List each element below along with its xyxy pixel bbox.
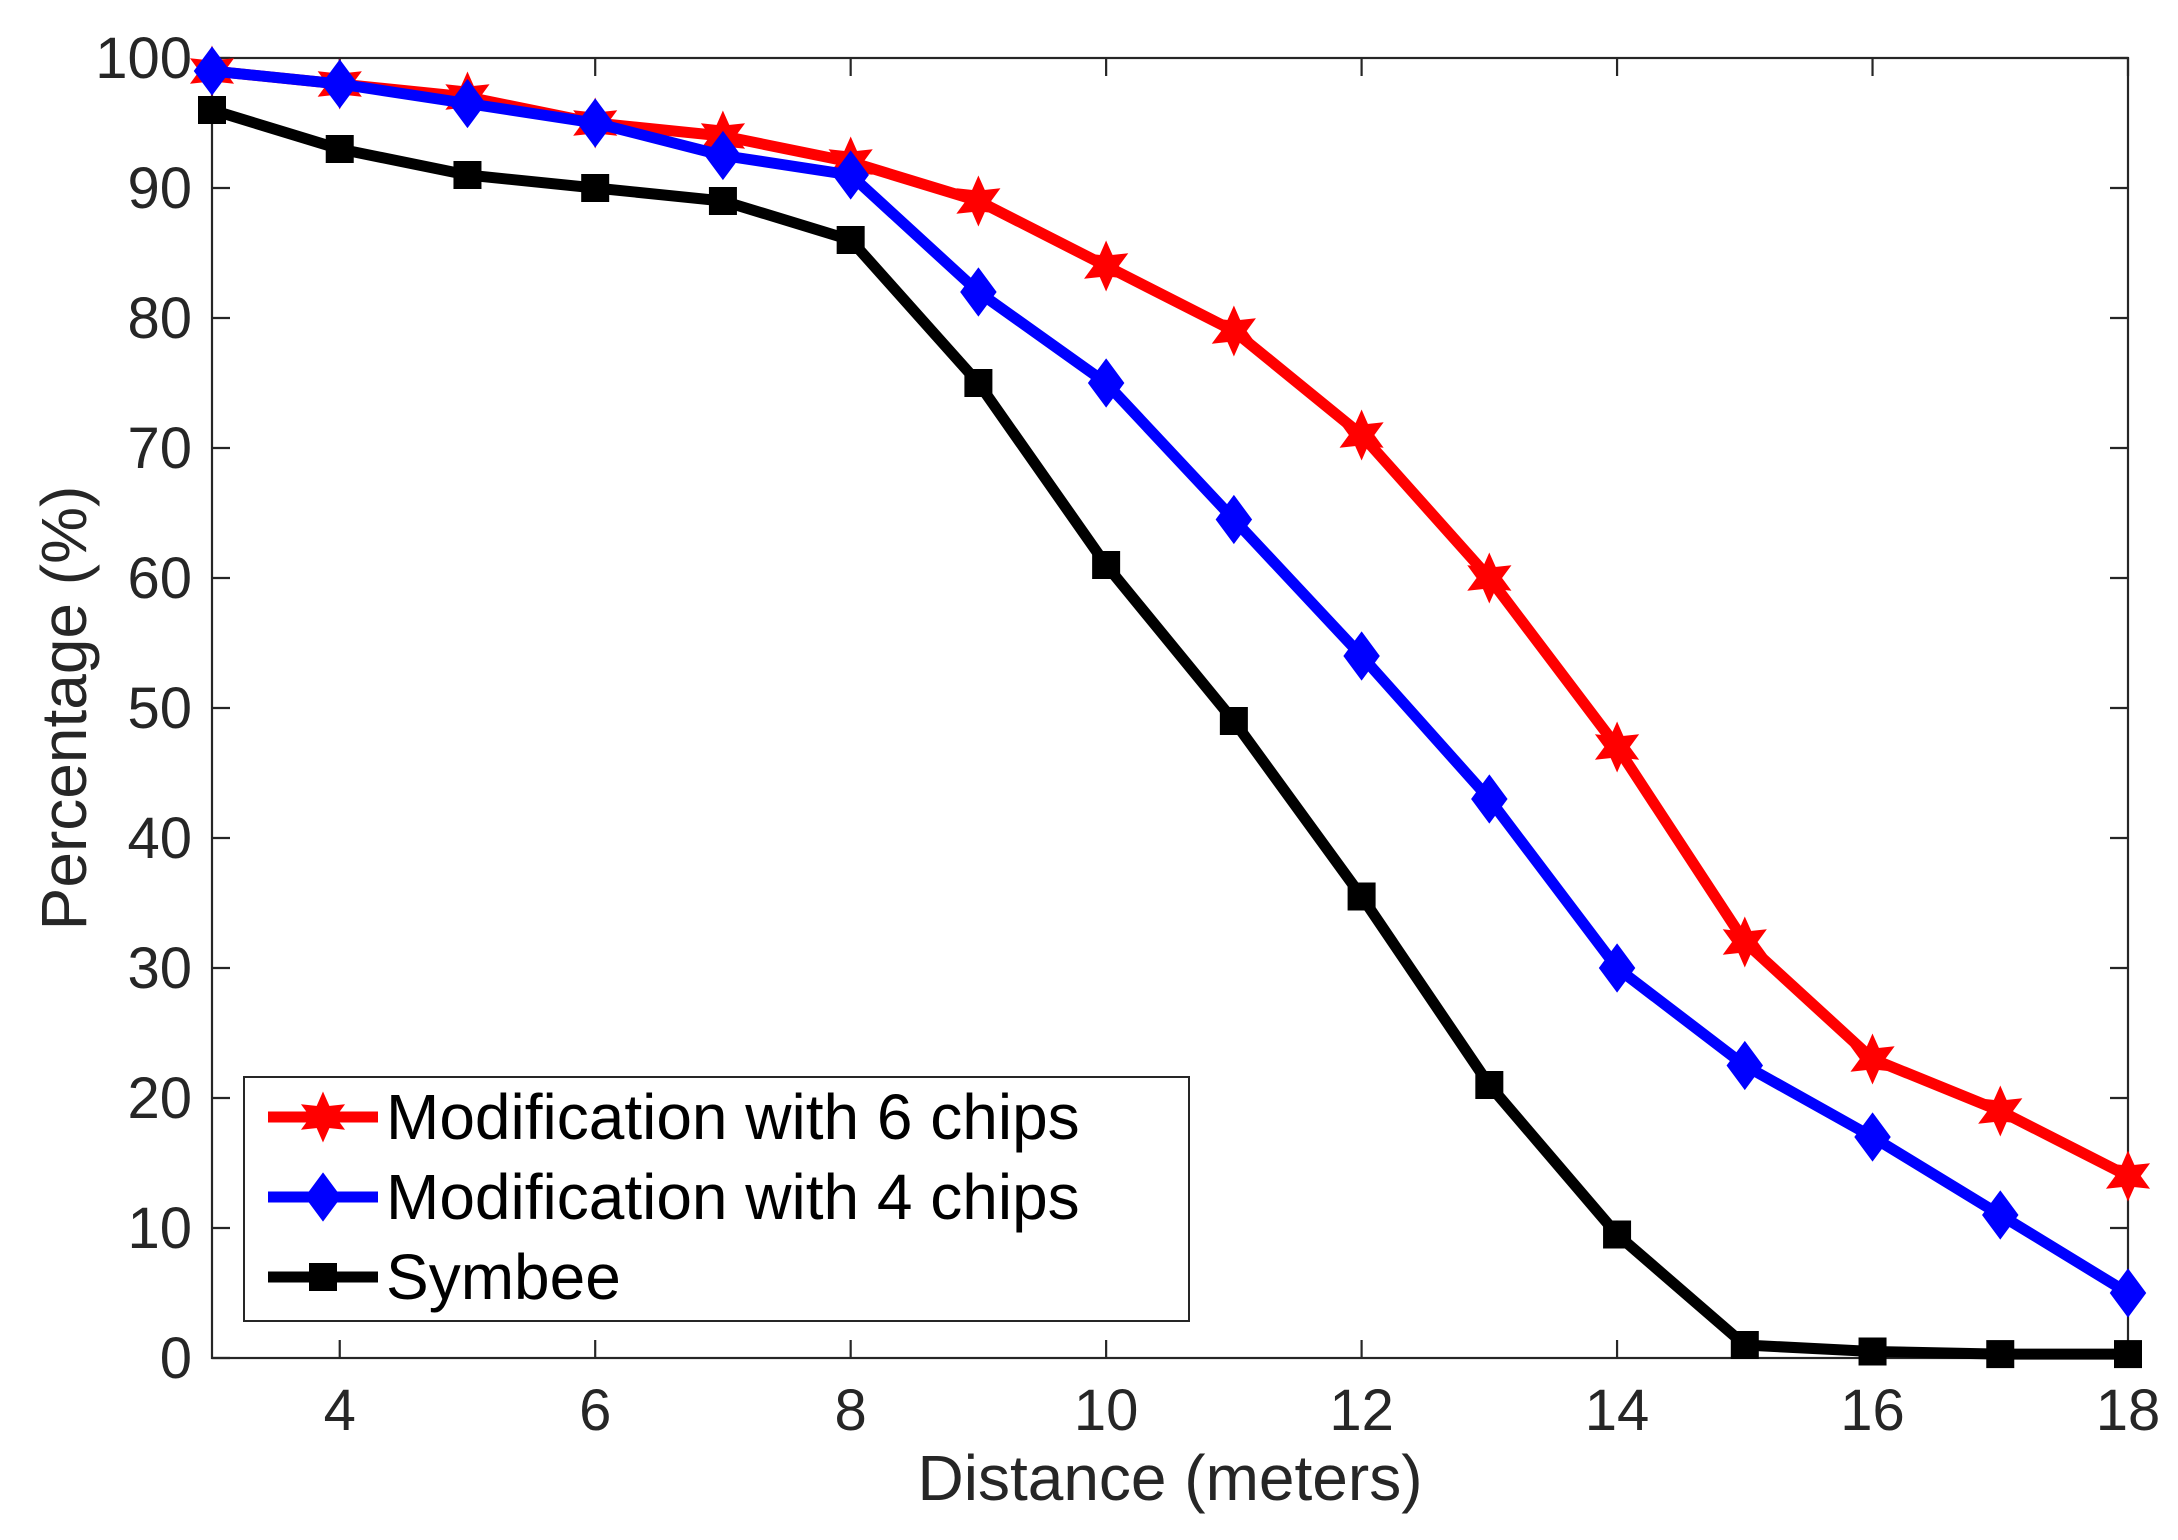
y-tick-label: 30 xyxy=(127,936,192,1001)
y-axis-title: Percentage (%) xyxy=(28,486,100,931)
data-point-marker xyxy=(704,130,742,181)
data-point-marker xyxy=(1730,1331,1759,1359)
legend-marker xyxy=(309,1263,337,1291)
y-tick-label: 70 xyxy=(127,416,192,481)
data-point-marker xyxy=(960,267,997,317)
data-point-marker xyxy=(956,175,1001,227)
data-point-marker xyxy=(1594,721,1640,773)
data-point-marker xyxy=(1603,1220,1632,1249)
data-point-marker xyxy=(832,150,869,200)
data-point-marker xyxy=(1475,1071,1504,1099)
legend-marker xyxy=(304,1172,342,1222)
data-series xyxy=(189,45,2151,1369)
legend-box xyxy=(243,1076,1190,1322)
data-point-marker xyxy=(1722,916,1767,968)
series-line xyxy=(206,65,2134,1299)
legend-item: Modification with 4 chips xyxy=(268,1161,1080,1233)
data-point-marker xyxy=(576,98,614,148)
y-tick-label: 90 xyxy=(127,156,192,221)
x-axis-title: Distance (meters) xyxy=(918,1442,1423,1514)
series-3 xyxy=(198,96,2142,1369)
data-point-marker xyxy=(1982,1190,2019,1240)
data-point-marker xyxy=(1084,240,1129,292)
data-point-marker xyxy=(964,369,993,397)
y-tick-label: 60 xyxy=(127,546,192,611)
x-tick-label: 4 xyxy=(324,1378,356,1443)
legend-label: Symbee xyxy=(386,1241,621,1313)
y-tick-label: 20 xyxy=(127,1066,192,1131)
data-point-marker xyxy=(1726,1040,1764,1091)
data-point-marker xyxy=(1211,305,1256,357)
data-point-marker xyxy=(449,78,486,129)
y-tick-label: 50 xyxy=(127,676,192,741)
data-point-marker xyxy=(1092,551,1121,579)
data-point-marker xyxy=(2114,1340,2142,1369)
data-point-marker xyxy=(1986,1340,2015,1369)
y-tick-label: 10 xyxy=(127,1196,192,1261)
y-tick-label: 100 xyxy=(95,26,192,91)
data-point-marker xyxy=(1858,1337,1887,1366)
series-line xyxy=(206,104,2134,1360)
data-point-marker xyxy=(325,135,354,163)
y-tick-label: 0 xyxy=(160,1326,192,1391)
y-tick-label: 40 xyxy=(127,806,192,871)
data-point-marker xyxy=(1347,882,1376,911)
data-point-marker xyxy=(1215,494,1253,545)
data-point-marker xyxy=(1850,1033,1895,1085)
data-point-marker xyxy=(321,59,358,109)
data-point-marker xyxy=(453,161,482,189)
data-point-marker xyxy=(2109,1268,2147,1318)
y-tick-label: 80 xyxy=(127,286,192,351)
legend-item: Modification with 6 chips xyxy=(268,1081,1080,1153)
data-point-marker xyxy=(581,174,610,202)
data-point-marker xyxy=(1471,774,1508,824)
series-2 xyxy=(193,46,2147,1318)
data-point-marker xyxy=(836,226,865,254)
data-point-marker xyxy=(2105,1150,2151,1202)
legend-label: Modification with 6 chips xyxy=(386,1081,1080,1153)
data-point-marker xyxy=(193,46,231,96)
x-tick-label: 14 xyxy=(1585,1378,1650,1443)
x-tick-label: 10 xyxy=(1074,1378,1139,1443)
x-tick-label: 8 xyxy=(835,1378,867,1443)
data-point-marker xyxy=(1343,631,1380,681)
data-point-marker xyxy=(1339,409,1384,461)
data-point-marker xyxy=(708,187,737,215)
data-point-marker xyxy=(1219,707,1248,735)
data-point-marker xyxy=(198,96,226,124)
legend: Modification with 6 chips Modification wi… xyxy=(243,1076,1190,1322)
data-point-marker xyxy=(1978,1085,2023,1137)
x-tick-label: 12 xyxy=(1329,1378,1394,1443)
x-tick-label: 16 xyxy=(1840,1378,1905,1443)
data-point-marker xyxy=(1087,358,1125,408)
axes: 0 10 20 30 40 50 60 70 80 90 100 4 6 8 10 12 14 16 18 xyxy=(95,26,2160,1443)
legend-marker xyxy=(300,1091,346,1143)
x-tick-label: 18 xyxy=(2096,1378,2161,1443)
data-point-marker xyxy=(1598,943,1636,993)
x-tick-label: 6 xyxy=(579,1378,611,1443)
legend-item: Symbee xyxy=(268,1241,621,1313)
legend-label: Modification with 4 chips xyxy=(386,1161,1080,1233)
data-point-marker xyxy=(1467,552,1512,604)
data-point-marker xyxy=(1854,1112,1891,1162)
